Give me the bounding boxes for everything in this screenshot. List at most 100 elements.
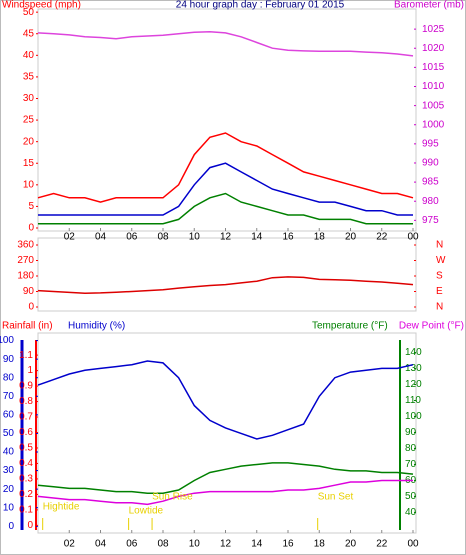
y-label: Windspeed (mph)	[2, 0, 81, 11]
x-tick-label: 04	[95, 539, 107, 550]
y2ticks-tick-label: 1015	[422, 62, 445, 73]
y3ticks-tick-label: 0.9	[19, 381, 33, 392]
yticks-tick-label: 20	[23, 136, 35, 147]
yticks-tick-label: 360	[17, 240, 34, 251]
x-tick-label: 14	[251, 539, 263, 550]
yticks-tick-label: 70	[3, 391, 15, 402]
yticks-tick-label: 50	[3, 428, 15, 439]
y2-label: Barometer (mb)	[394, 0, 464, 11]
yticks-tick-label: 0	[28, 302, 34, 313]
series-line	[37, 132, 414, 203]
series-line	[37, 360, 414, 440]
legend-temperature: Temperature (°F)	[312, 321, 388, 332]
series-line	[37, 31, 414, 57]
yticks-tick-label: 30	[23, 93, 35, 104]
x-tick-label: 08	[157, 539, 169, 550]
yticks-tick-label: 10	[23, 179, 35, 190]
yticks-tick-label: 5	[28, 201, 34, 212]
annotation: Sun Set	[318, 492, 354, 503]
x-tick-label: 02	[64, 232, 76, 243]
y2ticks-tick-label: W	[436, 255, 446, 266]
yticks-tick-label: 40	[3, 447, 15, 458]
y2ticks-tick-label: 110	[405, 395, 421, 406]
y2ticks-tick-label: 90	[405, 427, 417, 438]
y2ticks-tick-label: 1005	[422, 100, 445, 111]
y3ticks-tick-label: 0.3	[19, 474, 33, 485]
annotation: Sun Rise	[152, 492, 193, 503]
yticks-tick-label: 0	[28, 223, 34, 234]
yticks-tick-label: 270	[17, 255, 34, 266]
y2ticks-tick-label: 70	[405, 459, 417, 470]
yticks-tick-label: 90	[23, 286, 35, 297]
y3ticks-tick-label: 1.1	[19, 350, 33, 361]
y3ticks-tick-label: 0.2	[19, 489, 33, 500]
legend-dewpoint: Dew Point (°F)	[399, 321, 464, 332]
y2ticks-tick-label: 995	[422, 139, 439, 150]
y3ticks-tick-label: 0.5	[19, 443, 33, 454]
x-tick-label: 00	[407, 232, 419, 243]
x-tick-label: 14	[251, 232, 263, 243]
y2ticks-tick-label: 1020	[422, 43, 445, 54]
yticks-tick-label: 10	[3, 502, 15, 513]
y3ticks-tick-label: 0	[27, 520, 33, 531]
series-line	[37, 462, 414, 494]
yticks-tick-label: 20	[3, 484, 15, 495]
x-tick-label: 00	[407, 539, 419, 550]
chart-title: 24 hour graph day : February 01 2015	[176, 0, 345, 11]
x-tick-label: 18	[314, 539, 326, 550]
yticks-tick-label: 80	[3, 372, 15, 383]
yticks-tick-label: 90	[3, 354, 15, 365]
yticks-tick-label: 180	[17, 271, 34, 282]
yticks-tick-label: 100	[0, 335, 14, 346]
y2ticks-tick-label: 40	[405, 507, 417, 518]
x-tick-label: 16	[282, 539, 294, 550]
series-line	[37, 276, 414, 294]
yticks-tick-label: 25	[23, 115, 35, 126]
y2ticks-tick-label: E	[436, 286, 443, 297]
y2ticks-tick-label: 140	[405, 347, 422, 358]
y3ticks-tick-label: 0.6	[19, 427, 33, 438]
y2ticks-tick-label: S	[436, 271, 443, 282]
x-tick-label: 06	[126, 232, 138, 243]
y2ticks-tick-label: 980	[422, 196, 439, 207]
series-line	[38, 192, 413, 225]
yticks-tick-label: 30	[3, 465, 15, 476]
legend-humidity: Humidity (%)	[68, 321, 125, 332]
yticks-tick-label: 15	[23, 158, 35, 169]
y3ticks-tick-label: 0.1	[19, 505, 33, 516]
y2ticks-tick-label: 1010	[422, 81, 445, 92]
x-tick-label: 06	[126, 539, 138, 550]
yticks-tick-label: 50	[23, 7, 35, 18]
y2ticks-tick-label: 975	[422, 215, 439, 226]
y2ticks-tick-label: 50	[405, 491, 417, 502]
yticks-tick-label: 45	[23, 28, 35, 39]
y3-label: Rainfall (in)	[2, 321, 53, 332]
x-tick-label: 16	[282, 232, 294, 243]
y3ticks-tick-label: 1	[27, 365, 33, 376]
yticks-tick-label: 60	[3, 409, 15, 420]
x-tick-label: 02	[64, 539, 76, 550]
x-tick-label: 22	[376, 539, 388, 550]
x-tick-label: 20	[345, 539, 357, 550]
y2ticks-tick-label: 120	[405, 379, 422, 390]
y3ticks-tick-label: 0.7	[19, 412, 33, 423]
x-tick-label: 18	[314, 232, 326, 243]
x-tick-label: 20	[345, 232, 357, 243]
annotation: Hightide	[43, 502, 80, 513]
y2ticks-tick-label: 990	[422, 158, 439, 169]
yticks-tick-label: 35	[23, 72, 35, 83]
panel-frame	[37, 237, 417, 312]
y2ticks-tick-label: 1025	[422, 24, 445, 35]
y2ticks-tick-label: N	[436, 240, 443, 251]
yticks-tick-label: 0	[8, 521, 14, 532]
y2ticks-tick-label: 100	[405, 411, 422, 422]
series-line	[38, 162, 413, 216]
x-tick-label: 10	[189, 539, 201, 550]
x-tick-label: 22	[376, 232, 388, 243]
y3ticks-tick-label: 0.4	[19, 458, 33, 469]
x-tick-label: 10	[189, 232, 201, 243]
x-tick-label: 04	[95, 232, 107, 243]
annotation: Lowtide	[129, 506, 164, 517]
